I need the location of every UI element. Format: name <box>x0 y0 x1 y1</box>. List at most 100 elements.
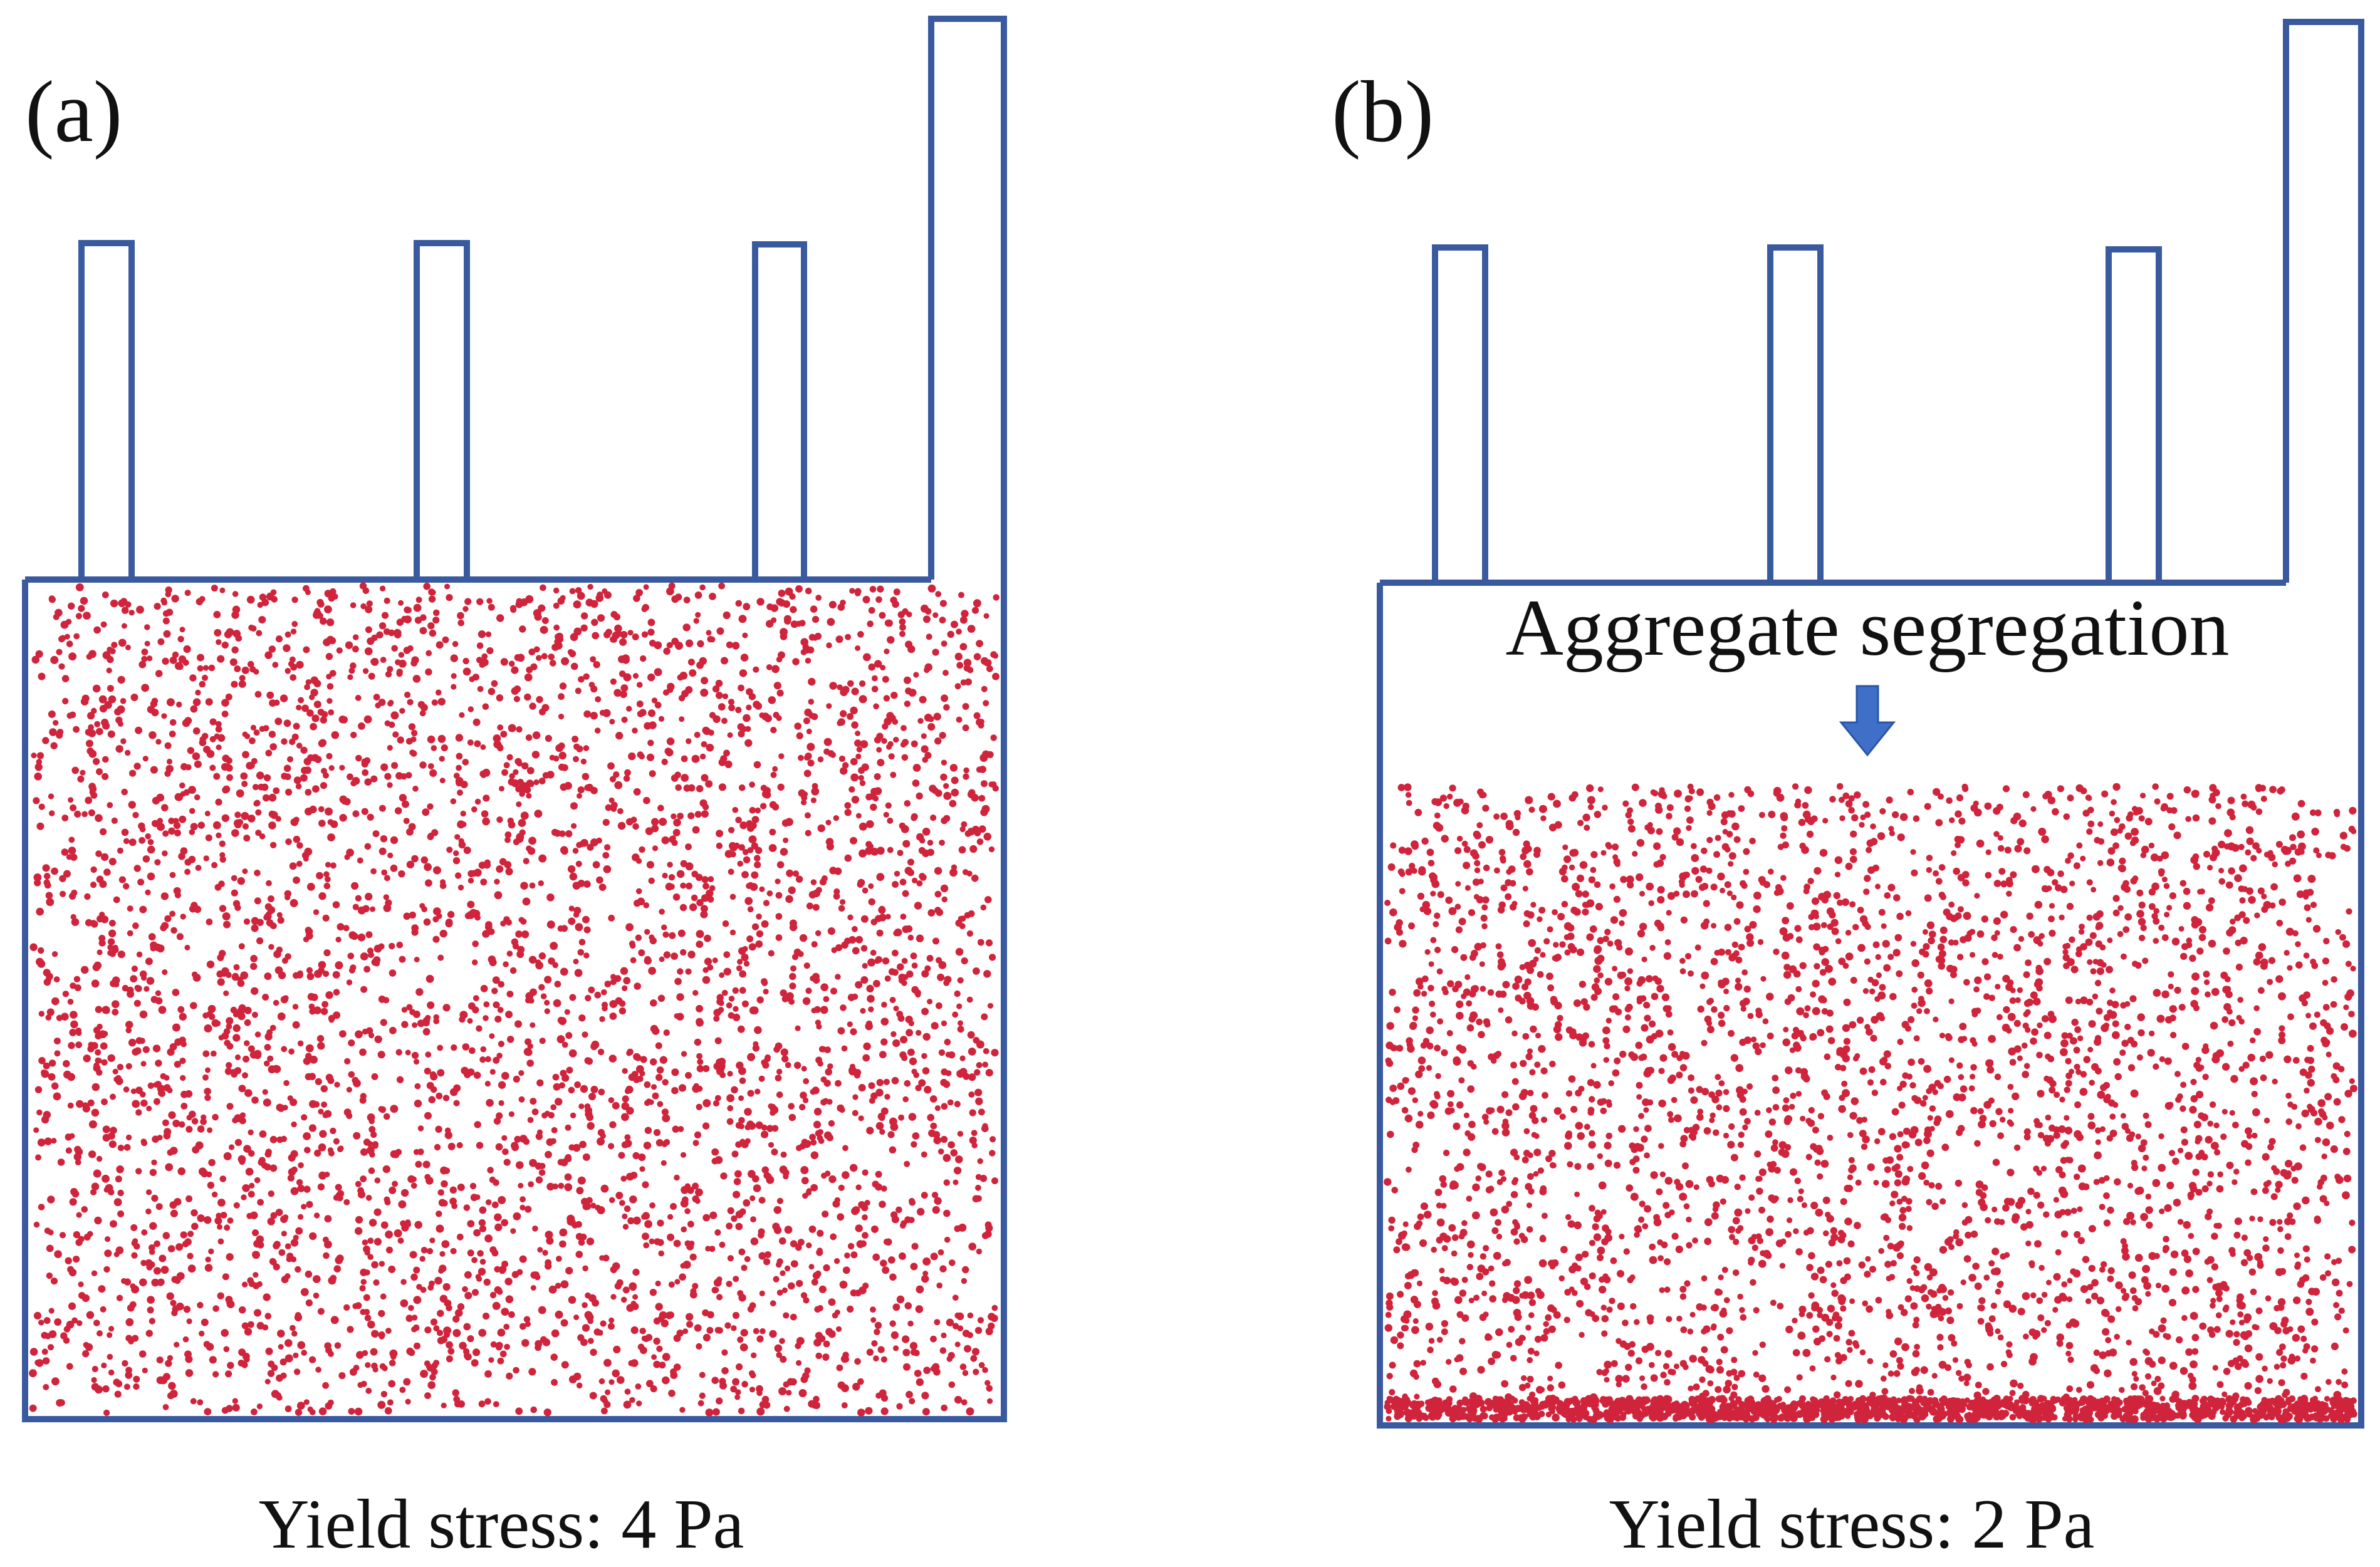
particle <box>370 775 378 783</box>
particle <box>714 1037 722 1044</box>
particle <box>325 653 333 660</box>
particle <box>132 922 139 929</box>
particle <box>701 810 709 818</box>
particle <box>2305 917 2312 923</box>
particle <box>360 1175 367 1182</box>
particle <box>185 1369 194 1377</box>
particle <box>323 638 331 647</box>
particle <box>749 1387 756 1393</box>
particle <box>1944 1033 1952 1039</box>
particle <box>482 703 489 711</box>
particle <box>380 835 388 843</box>
particle <box>373 1279 380 1286</box>
particle <box>62 697 69 705</box>
particle <box>621 1102 630 1110</box>
particle <box>868 606 875 614</box>
particle <box>545 1262 552 1270</box>
particle <box>363 1245 370 1253</box>
particle <box>790 606 797 613</box>
particle <box>913 1072 919 1078</box>
particle <box>914 1370 922 1377</box>
particle <box>93 1320 100 1326</box>
particle <box>400 773 407 780</box>
particle <box>504 831 512 838</box>
particle <box>790 620 798 628</box>
particle <box>810 1184 818 1192</box>
particle <box>699 584 706 591</box>
particle <box>242 1072 248 1079</box>
particle <box>91 1383 100 1391</box>
particle <box>264 1033 273 1041</box>
particle <box>305 1270 313 1278</box>
particle <box>718 999 724 1006</box>
particle <box>621 716 628 723</box>
particle <box>501 1308 509 1316</box>
particle <box>1962 871 1970 878</box>
particle <box>2310 1357 2316 1364</box>
particle <box>670 1203 677 1210</box>
particle <box>921 1007 929 1016</box>
particle <box>69 1133 75 1139</box>
particle <box>48 1229 54 1236</box>
particle <box>162 1232 170 1239</box>
particle <box>864 1200 870 1206</box>
particle <box>721 1349 728 1356</box>
particle <box>360 1380 367 1387</box>
particle <box>568 1218 576 1226</box>
particle <box>2158 1164 2166 1172</box>
particle <box>148 1244 155 1251</box>
particle <box>653 1337 660 1345</box>
particle <box>2049 929 2056 937</box>
particle <box>658 1250 664 1257</box>
particle <box>197 653 204 662</box>
particle <box>738 784 746 791</box>
particle <box>355 1216 363 1224</box>
particle <box>243 835 251 842</box>
particle <box>2129 1287 2137 1294</box>
particle <box>238 1306 246 1314</box>
particle <box>841 1384 849 1393</box>
particle <box>2164 1101 2173 1110</box>
particle <box>750 1237 759 1246</box>
particle <box>518 1096 525 1103</box>
particle <box>243 918 251 925</box>
particle <box>706 744 714 752</box>
particle <box>195 1141 204 1150</box>
particle <box>915 1085 922 1091</box>
particle <box>1459 1338 1466 1345</box>
particle <box>541 617 549 624</box>
particle <box>696 1004 704 1013</box>
particle <box>66 640 73 647</box>
particle <box>313 1006 321 1014</box>
particle <box>730 1385 738 1393</box>
particle <box>694 1198 701 1204</box>
particle <box>44 1137 53 1145</box>
particle <box>759 1328 766 1335</box>
particle <box>545 1231 553 1239</box>
particle <box>182 1336 189 1343</box>
particle <box>597 1206 605 1214</box>
particle <box>735 707 742 714</box>
particle <box>293 776 301 784</box>
particle <box>916 880 923 887</box>
particle <box>662 1114 671 1123</box>
particle <box>379 1106 386 1113</box>
particle <box>179 1013 187 1021</box>
particle <box>97 1330 103 1337</box>
particle <box>424 1392 431 1399</box>
particle <box>262 994 269 1001</box>
particle <box>212 1113 219 1121</box>
particle <box>389 1349 398 1358</box>
particle <box>428 595 436 603</box>
particle <box>422 1028 431 1036</box>
particle <box>488 603 495 611</box>
particle <box>724 1322 731 1329</box>
particle <box>439 1294 448 1303</box>
particle <box>496 1112 503 1120</box>
particle <box>205 1256 211 1263</box>
particle <box>991 1049 999 1057</box>
particle <box>788 886 796 895</box>
particle <box>646 753 655 761</box>
particle <box>702 1122 710 1130</box>
particle <box>619 638 627 646</box>
